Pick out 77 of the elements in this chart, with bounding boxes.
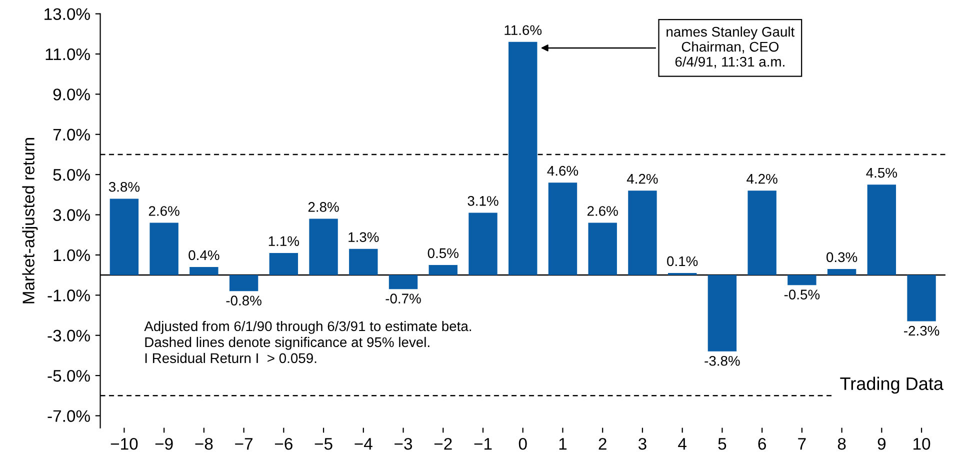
annotation: Adjusted from 6/1/90 through 6/3/91 to estimate beta. Dashed lines denote significance at 95% level. I Residual Return I > 0.059. — [144, 320, 471, 364]
data-label: 2.6% — [587, 206, 618, 216]
bar — [827, 269, 856, 276]
y-tick-label: -7.0% — [48, 410, 90, 422]
y-tick-label: 5.0% — [53, 168, 90, 181]
bar — [867, 184, 896, 276]
bar — [788, 275, 816, 286]
x-tick-label: −1 — [474, 438, 492, 450]
y-tick-label: -1.0% — [48, 290, 90, 302]
bar — [468, 212, 498, 276]
y-tick-label: 13.0% — [44, 8, 90, 20]
data-label: -0.8% — [226, 296, 262, 306]
x-tick-label: −10 — [110, 438, 138, 450]
y-tick-label: 11.0% — [46, 48, 90, 60]
x-tick-label: 2 — [598, 438, 606, 450]
bar — [508, 42, 538, 276]
data-label: 1.3% — [348, 232, 379, 242]
data-label: 2.6% — [148, 206, 180, 216]
bar — [428, 265, 458, 276]
bar — [388, 275, 418, 290]
x-tick-label: 0 — [518, 438, 527, 450]
data-label: 0.5% — [428, 248, 458, 258]
data-label: 0.4% — [188, 250, 220, 260]
data-label: 4.6% — [547, 166, 578, 176]
data-label: 3.8% — [108, 182, 140, 192]
data-label: -3.8% — [704, 356, 740, 366]
bar — [110, 198, 139, 276]
data-label: -2.3% — [904, 326, 940, 336]
bar — [309, 218, 338, 276]
data-label: 4.2% — [746, 174, 778, 184]
x-tick-label: 9 — [878, 438, 886, 450]
bar — [588, 222, 617, 276]
x-tick-label: 5 — [718, 438, 726, 450]
bar — [349, 248, 378, 276]
x-tick-label: −3 — [394, 438, 412, 450]
x-tick-label: 1 — [559, 438, 567, 450]
bar — [628, 190, 657, 276]
x-tick-label: 7 — [798, 438, 806, 450]
bar — [229, 275, 258, 292]
data-label: -0.5% — [784, 290, 820, 300]
annotation: names Stanley Gault Chairman, CEO 6/4/91, 11:31 a.m. — [666, 26, 795, 68]
bar — [907, 275, 936, 322]
x-tick-label: 8 — [838, 438, 846, 450]
data-label: 11.6% — [504, 25, 542, 36]
x-tick-label: −9 — [155, 438, 173, 450]
x-tick-label: 3 — [638, 438, 646, 450]
y-tick-label: -5.0% — [48, 370, 90, 382]
y-tick-label: 9.0% — [53, 88, 90, 100]
bar — [150, 222, 178, 276]
bar — [748, 190, 776, 276]
x-tick-label: −5 — [314, 438, 332, 450]
data-label: 2.8% — [308, 202, 339, 212]
data-label: 4.5% — [866, 168, 897, 178]
y-tick-label: 3.0% — [53, 209, 90, 221]
ref-line-label: Trading Data — [840, 376, 944, 394]
x-tick-label: −6 — [274, 438, 292, 450]
y-tick-label: 1.0% — [54, 249, 90, 262]
data-label: 0.1% — [667, 256, 698, 266]
bar — [548, 182, 578, 276]
x-tick-label: 4 — [678, 438, 686, 450]
x-tick-label: −8 — [195, 438, 213, 450]
data-label: 3.1% — [468, 196, 498, 206]
x-tick-label: 6 — [758, 438, 766, 450]
data-label: 4.2% — [626, 174, 658, 184]
y-tick-label: -3.0% — [48, 330, 90, 342]
x-tick-label: −4 — [354, 438, 372, 450]
data-label: -0.7% — [386, 294, 421, 304]
bar — [190, 267, 218, 276]
bar — [708, 275, 737, 352]
x-tick-label: 10 — [914, 438, 930, 450]
data-label: 1.1% — [268, 236, 299, 246]
data-label: 0.3% — [826, 252, 858, 262]
y-axis-title: Market-adjusted return — [22, 138, 38, 304]
y-tick-label: 7.0% — [53, 128, 90, 141]
x-tick-label: −7 — [235, 438, 252, 450]
bar — [269, 252, 298, 276]
x-tick-label: −2 — [434, 438, 452, 450]
